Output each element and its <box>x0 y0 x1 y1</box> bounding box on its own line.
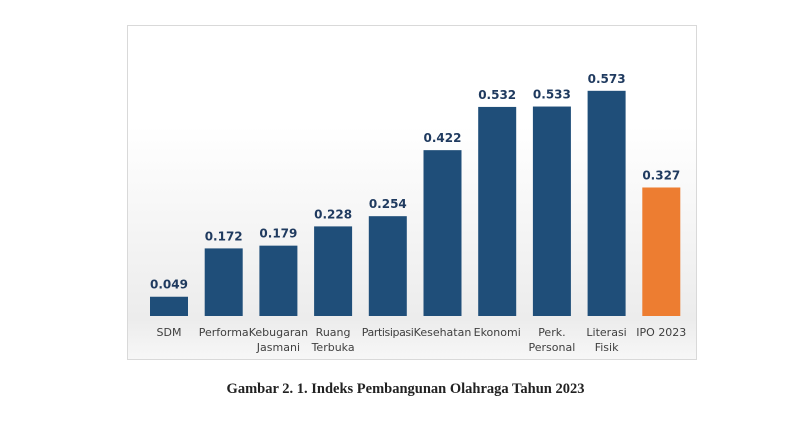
data-label: 0.533 <box>533 88 571 102</box>
bar <box>478 106 517 316</box>
data-label: 0.228 <box>314 207 352 221</box>
data-label: 0.532 <box>478 88 516 102</box>
bar <box>587 90 626 316</box>
data-label: 0.254 <box>369 197 407 211</box>
data-label: 0.573 <box>588 72 626 86</box>
data-label: 0.327 <box>642 168 680 182</box>
data-label: 0.172 <box>205 229 243 243</box>
data-label: 0.179 <box>259 227 297 241</box>
figure-caption: Gambar 2. 1. Indeks Pembangunan Olahraga… <box>226 381 585 397</box>
category-label: Personal <box>529 341 576 354</box>
category-label: Perk. <box>538 326 565 339</box>
category-label: Literasi <box>586 326 626 339</box>
category-label: Ruang <box>316 326 351 339</box>
category-label: Jasmani <box>256 341 300 354</box>
bar <box>642 187 681 316</box>
category-label: Kesehatan <box>414 326 472 339</box>
category-label: IPO 2023 <box>636 326 686 339</box>
category-label: Ekonomi <box>474 326 521 339</box>
bar <box>314 226 353 316</box>
category-label: Terbuka <box>311 341 355 354</box>
category-label: SDM <box>157 326 182 339</box>
bar <box>150 296 188 316</box>
bar <box>204 248 243 316</box>
data-label: 0.049 <box>150 278 188 292</box>
category-label: Kebugaran <box>249 326 308 339</box>
bar <box>532 106 571 316</box>
bar <box>259 245 298 316</box>
category-label: Fisik <box>595 341 619 354</box>
category-label: Performa <box>199 326 249 339</box>
bar <box>368 216 407 316</box>
bar <box>423 150 462 316</box>
data-label: 0.422 <box>424 131 462 145</box>
category-label: Partisipasi <box>362 326 414 339</box>
